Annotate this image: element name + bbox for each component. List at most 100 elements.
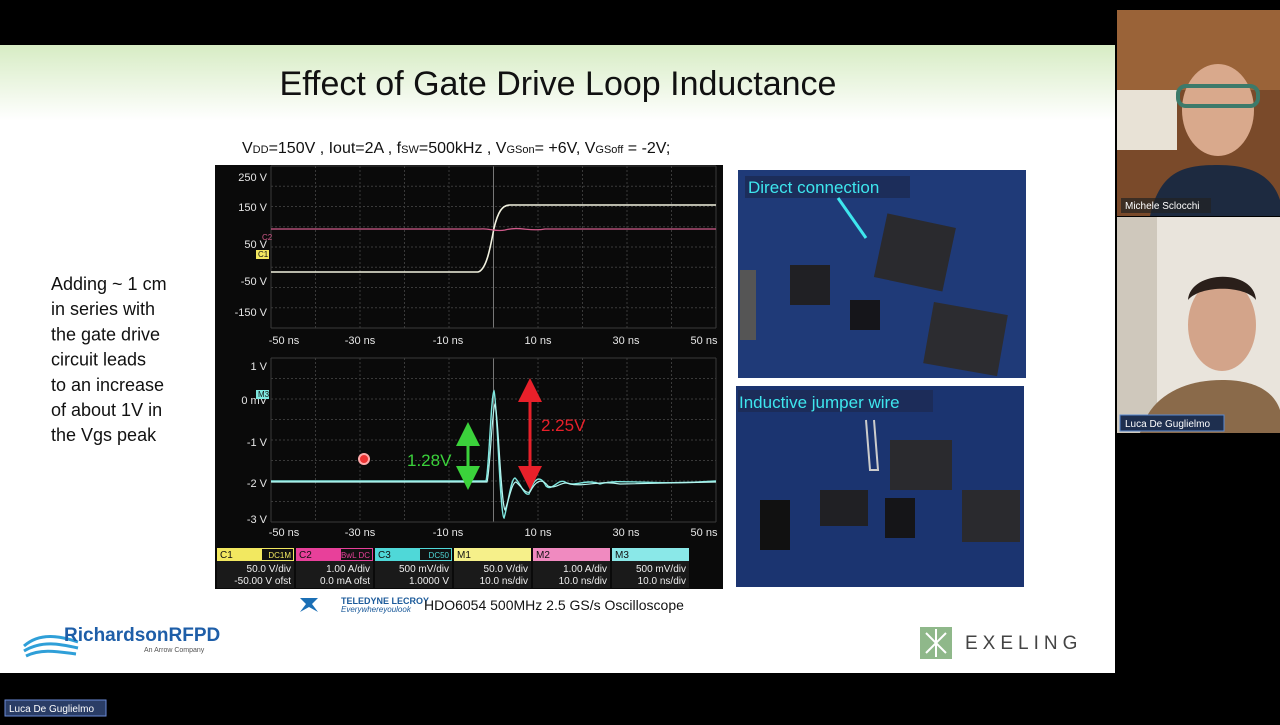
channel-name: C2 (299, 550, 312, 561)
channel-name: C1 (220, 550, 233, 561)
x-label: -10 ns (433, 527, 464, 539)
y-label: -150 V (235, 307, 268, 319)
channel-header (454, 548, 531, 561)
y-label: -2 V (247, 478, 268, 490)
video-tile: Michele Sclocchi (1117, 10, 1280, 216)
conditions: VDD=150V , Iout=2A , fSW=500kHz , VGSon=… (242, 140, 670, 157)
x-label: 50 ns (691, 335, 718, 347)
participant-name: Michele Sclocchi (1125, 201, 1199, 212)
trace-vgs-a (271, 389, 717, 520)
logo-exeling-mark (925, 629, 947, 657)
channel-offset: 10.0 ns/div (480, 576, 528, 587)
logo-waves (23, 635, 79, 658)
active-speaker: Luca De Guglielmo (9, 704, 94, 715)
channel-offset: 10.0 ns/div (559, 576, 607, 587)
vendor-name: TELEDYNE LECROY (341, 596, 429, 606)
photo-jumper: Inductive jumper wire (736, 386, 1024, 587)
channel-tag-box (341, 549, 372, 560)
x-label: 30 ns (613, 335, 640, 347)
scope-caption: HDO6054 500MHz 2.5 GS/s Oscilloscope (424, 597, 684, 613)
note-line: the Vgs peak (51, 425, 157, 445)
note-line: the gate drive (51, 324, 160, 344)
x-label: 10 ns (525, 527, 552, 539)
channel-scale: 500 mV/div (636, 564, 686, 575)
channel-scale: 50.0 V/div (247, 564, 291, 575)
trace-tag-box (256, 250, 269, 259)
channel-offset: -50.00 V ofst (234, 576, 291, 587)
channel-body (375, 561, 452, 588)
active-speaker-badge (4, 699, 107, 717)
channel-header (533, 548, 610, 561)
trace-tag-box (256, 390, 269, 399)
vendor-icon (300, 598, 318, 612)
channel-body (454, 561, 531, 588)
channel-offset: 10.0 ns/div (638, 576, 686, 587)
slide-title: Effect of Gate Drive Loop Inductance (280, 65, 837, 103)
photo-caption: Direct connection (748, 178, 879, 197)
channel-body (533, 561, 610, 588)
logo-richardson: RichardsonRFPD (64, 625, 220, 646)
annotation: 2.25V (541, 416, 586, 435)
note-line: to an increase (51, 375, 164, 395)
channel-scale: 500 mV/div (399, 564, 449, 575)
x-label: -30 ns (345, 335, 376, 347)
photo-caption: Inductive jumper wire (739, 393, 900, 412)
x-label: 50 ns (691, 527, 718, 539)
channel-name: M1 (457, 550, 471, 561)
note-line: of about 1V in (51, 400, 162, 420)
channel-name: M3 (615, 550, 629, 561)
vendor-tagline: Everywhereyoulook (341, 605, 412, 614)
annotation: 1.28V (407, 451, 452, 470)
photo-direct: Direct connection (738, 170, 1026, 378)
channel-body (296, 561, 373, 588)
trace-tag: M3 (258, 390, 270, 399)
channel-name: M2 (536, 550, 550, 561)
x-label: -50 ns (269, 335, 300, 347)
y-label: 250 V (238, 172, 267, 184)
logo-sub: An Arrow Company (144, 647, 205, 654)
notes: Adding ~ 1 cm in series with the gate driv… (51, 274, 167, 445)
note-line: in series with (51, 299, 155, 319)
x-label: -10 ns (433, 335, 464, 347)
channel-name: C3 (378, 550, 391, 561)
channel-tag: BwL DC (341, 551, 370, 560)
trace-vds (271, 204, 716, 273)
channel-body (217, 561, 294, 588)
video-tile: Luca De Guglielmo (1117, 217, 1280, 433)
channel-tag-box (262, 549, 293, 560)
channel-tag: DC50 (429, 551, 450, 560)
channel-offset: 0.0 mA ofst (320, 576, 370, 587)
trace-tag: C1 (258, 250, 269, 259)
y-label: 1 V (250, 361, 267, 373)
channel-scale: 50.0 V/div (484, 564, 528, 575)
channel-body (612, 561, 689, 588)
scope-screen (215, 165, 723, 589)
channel-tag-box (420, 549, 451, 560)
x-label: -30 ns (345, 527, 376, 539)
trace-current (271, 227, 716, 232)
scope-grids (270, 165, 717, 523)
channel-tag: DC1M (268, 551, 291, 560)
logo-exeling: EXELING (965, 633, 1082, 654)
channel-header (612, 548, 689, 561)
y-label: -3 V (247, 514, 268, 526)
x-label: -50 ns (269, 527, 300, 539)
y-label: 150 V (238, 202, 267, 214)
y-label: -50 V (241, 276, 268, 288)
note-line: circuit leads (51, 350, 146, 370)
x-label: 30 ns (613, 527, 640, 539)
note-line: Adding ~ 1 cm (51, 274, 167, 294)
cursor (358, 453, 370, 465)
x-label: 10 ns (525, 335, 552, 347)
channel-offset: 1.0000 V (409, 576, 449, 587)
channel-scale: 1.00 A/div (563, 564, 607, 575)
trace-tag: C2 (262, 233, 273, 242)
channel-scale: 1.00 A/div (326, 564, 370, 575)
participant-name: Luca De Guglielmo (1125, 419, 1210, 430)
y-label: 50 V (244, 239, 267, 251)
y-label: -1 V (247, 437, 268, 449)
